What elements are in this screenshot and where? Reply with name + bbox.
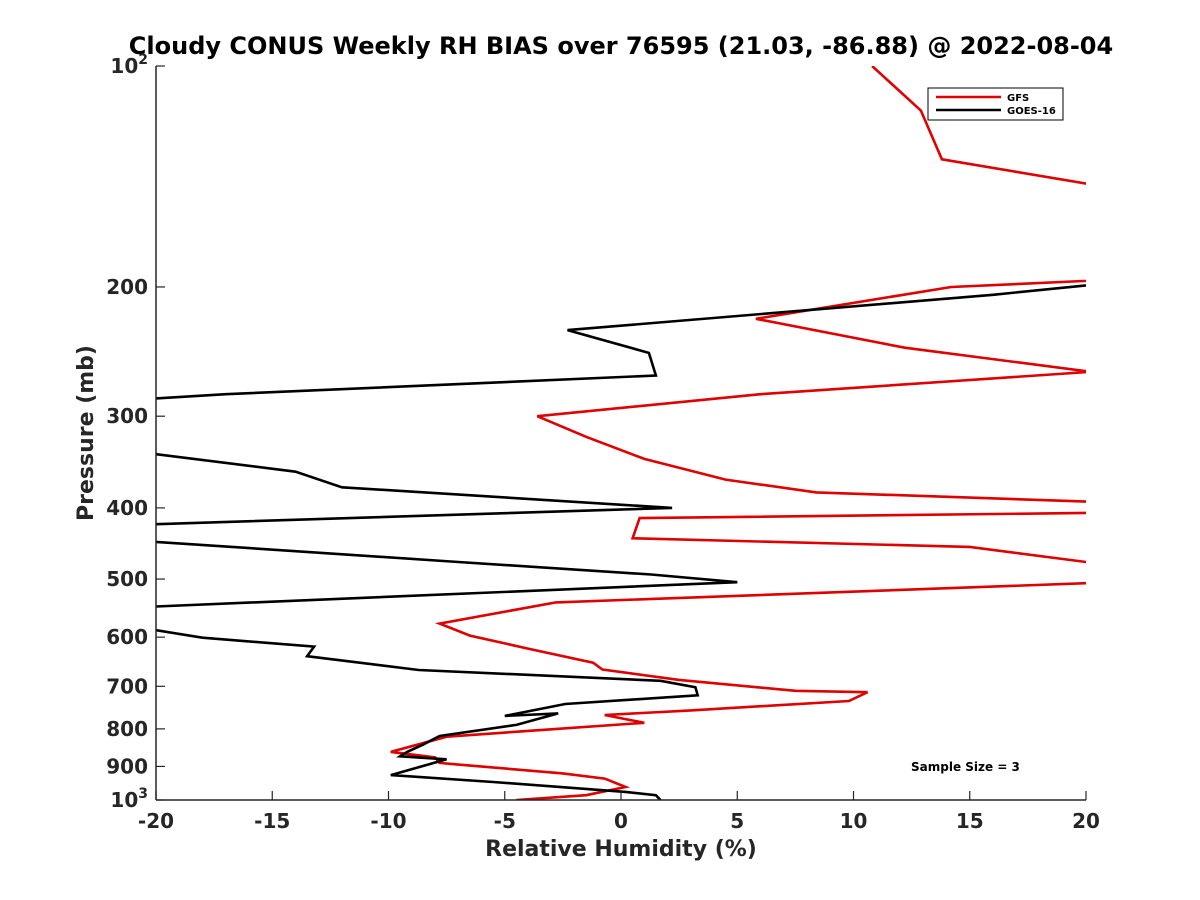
x-tick-label: 20 bbox=[1072, 809, 1100, 833]
x-tick-label: 10 bbox=[840, 809, 868, 833]
sample-size-annotation: Sample Size = 3 bbox=[911, 760, 1020, 774]
chart-title: Cloudy CONUS Weekly RH BIAS over 76595 (… bbox=[129, 32, 1113, 60]
ticks-layer: -20 -15 -10 -5 0 5 10 15 20 102 200 300 400 500 600 700… bbox=[106, 52, 1100, 833]
y-tick-label: 102 bbox=[110, 52, 148, 78]
y-tick-label: 200 bbox=[106, 275, 148, 299]
x-tick-label: 15 bbox=[956, 809, 984, 833]
series-layer bbox=[156, 66, 1086, 800]
x-tick-label: -20 bbox=[138, 809, 174, 833]
y-axis-label: Pressure (mb) bbox=[74, 345, 99, 521]
x-tick-label: -10 bbox=[370, 809, 406, 833]
legend-entry-goes16: GOES-16 bbox=[1007, 106, 1056, 117]
x-tick-label: 0 bbox=[614, 809, 628, 833]
y-tick-label: 900 bbox=[106, 754, 148, 778]
series-line-gfs bbox=[390, 66, 1086, 800]
y-tick-label: 103 bbox=[110, 786, 148, 812]
y-tick-label: 700 bbox=[106, 674, 148, 698]
legend: GFS GOES-16 bbox=[927, 87, 1064, 121]
series-line-goes16 bbox=[156, 284, 1086, 800]
axes-layer bbox=[155, 66, 1086, 801]
y-tick-label: 600 bbox=[106, 625, 148, 649]
x-tick-label: -15 bbox=[254, 809, 290, 833]
x-axis-label: Relative Humidity (%) bbox=[485, 837, 757, 862]
y-tick-label: 800 bbox=[106, 717, 148, 741]
y-tick-label: 400 bbox=[106, 496, 148, 520]
legend-box bbox=[927, 87, 1064, 121]
y-tick-label: 300 bbox=[106, 404, 148, 428]
x-tick-label: 5 bbox=[730, 809, 744, 833]
y-tick-label: 500 bbox=[106, 567, 148, 591]
x-tick-label: -5 bbox=[494, 809, 516, 833]
legend-entry-gfs: GFS bbox=[1007, 93, 1029, 104]
